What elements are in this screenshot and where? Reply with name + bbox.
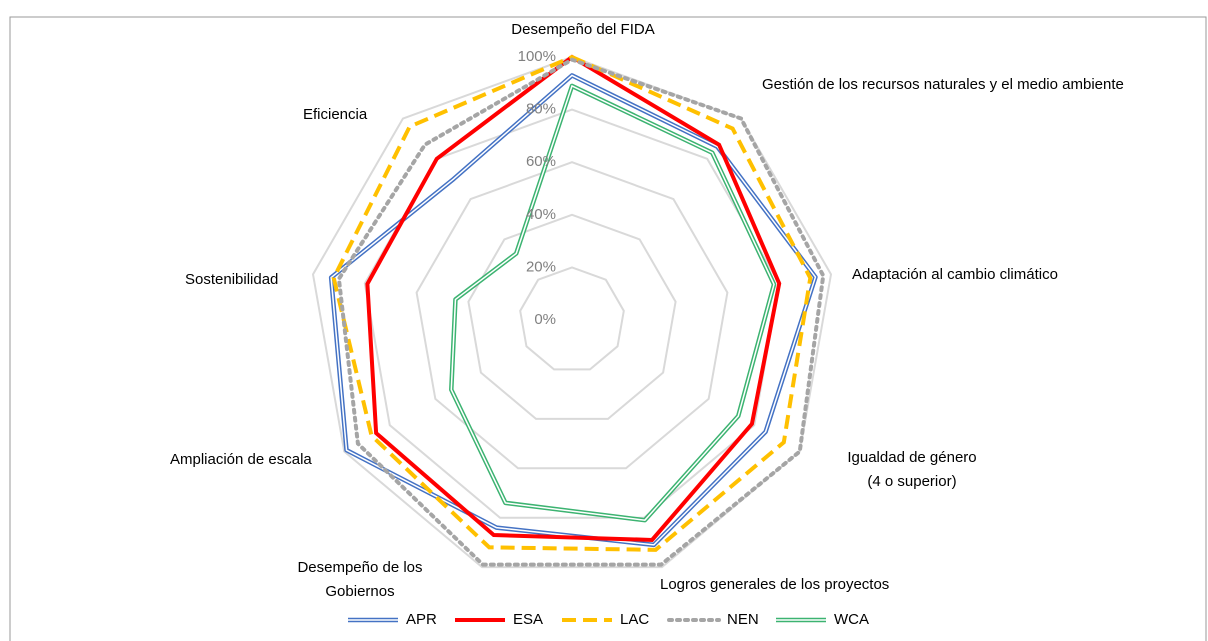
- tick-label: 60%: [526, 153, 556, 170]
- axis-label: Igualdad de género (4 o superior): [847, 449, 976, 490]
- tick-label: 20%: [526, 258, 556, 275]
- series-line: [331, 54, 813, 552]
- series-line: [336, 57, 826, 567]
- axis-label: Adaptación al cambio climático: [852, 266, 1058, 283]
- grid-ring: [467, 213, 677, 420]
- axis-label: Ampliación de escala: [170, 451, 312, 468]
- tick-label: 100%: [518, 48, 556, 65]
- axis-label: Gestión de los recursos naturales y el m…: [762, 76, 1124, 93]
- grid-ring: [519, 266, 625, 371]
- axis-label: Sostenibilidad: [185, 271, 278, 288]
- grid-ring: [311, 55, 833, 569]
- tick-label: 80%: [526, 101, 556, 118]
- axis-label: Eficiencia: [303, 106, 368, 123]
- legend-label: WCA: [834, 611, 869, 628]
- axis-label: Logros generales de los proyectos: [660, 576, 889, 593]
- grid-ring: [415, 161, 729, 470]
- legend-label: NEN: [727, 611, 759, 628]
- legend-label: APR: [406, 611, 437, 628]
- series-line: [365, 54, 782, 542]
- legend-label: LAC: [620, 611, 649, 628]
- axis-label: Desempeño de los Gobiernos: [297, 559, 422, 600]
- tick-label: 40%: [526, 206, 556, 223]
- axis-label: Desempeño del FIDA: [511, 21, 654, 38]
- series-line-inner: [450, 84, 775, 521]
- legend-label: ESA: [513, 611, 543, 628]
- tick-label: 0%: [534, 311, 556, 328]
